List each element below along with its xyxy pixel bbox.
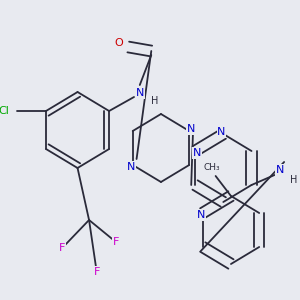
Text: N: N [196,210,205,220]
Text: N: N [127,162,135,172]
Text: N: N [136,88,144,98]
Text: N: N [217,127,226,137]
Text: F: F [113,237,119,247]
Text: Cl: Cl [0,106,9,116]
Text: H: H [290,175,297,185]
Text: F: F [94,267,100,277]
Text: N: N [276,165,284,175]
Text: CH₃: CH₃ [203,164,220,172]
Text: H: H [152,96,159,106]
Text: N: N [187,124,195,134]
Text: O: O [114,38,123,48]
Text: N: N [193,148,201,158]
Text: F: F [59,243,65,253]
